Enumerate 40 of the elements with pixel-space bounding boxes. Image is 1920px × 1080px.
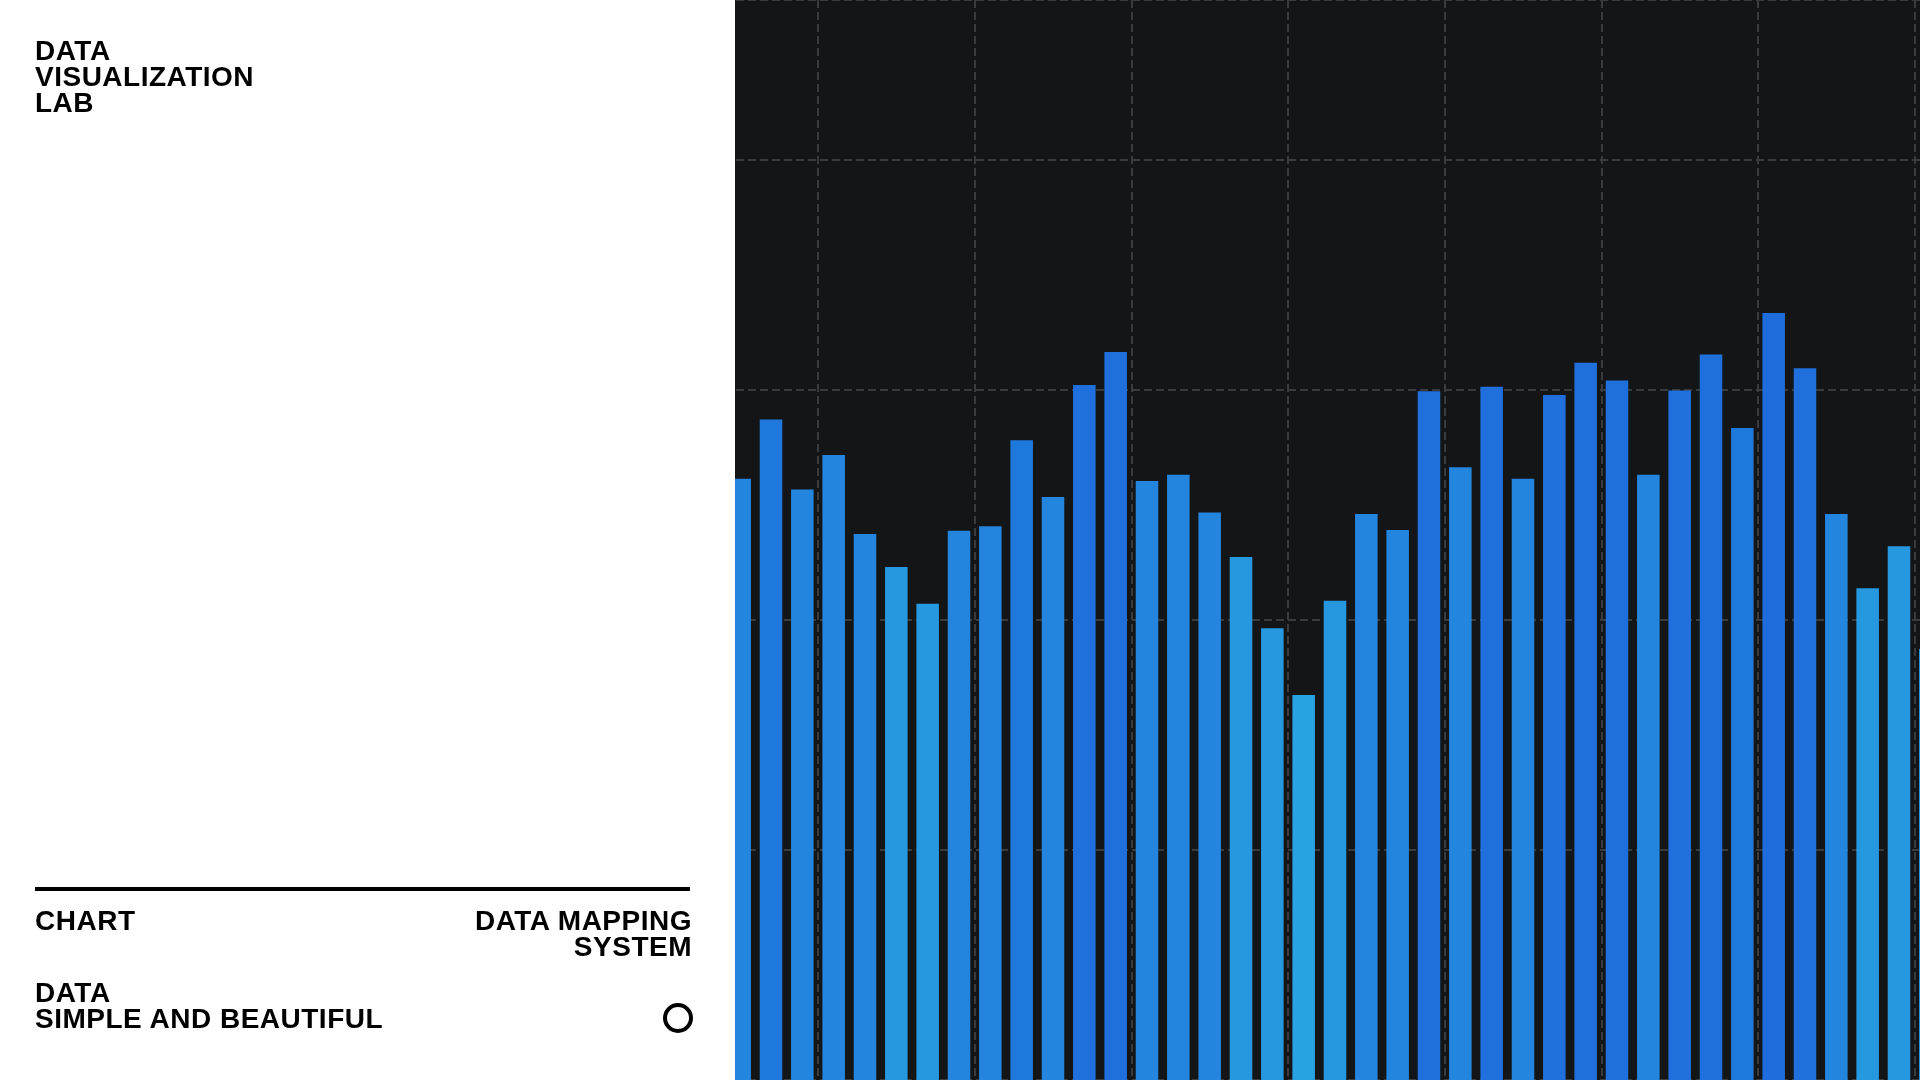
bar [1511,478,1535,1080]
bar [1261,628,1284,1080]
bar [853,533,877,1080]
bar [1856,588,1879,1080]
bar [822,454,845,1080]
bar [1605,380,1629,1080]
bar [1668,390,1691,1080]
bar [1386,530,1409,1080]
bar [1417,391,1441,1080]
bar [1762,313,1785,1080]
bar [1010,440,1033,1080]
bar [1355,513,1378,1080]
bar [1198,512,1221,1080]
bar [1292,694,1315,1080]
bar [1449,467,1472,1080]
bar [1135,480,1159,1080]
bar [1825,513,1848,1080]
text: DATA VISUALIZATION LAB [35,35,256,118]
bar [1793,368,1817,1080]
bar [1543,395,1566,1080]
bar [947,530,971,1080]
bar [1480,386,1503,1080]
text: CHART [35,905,136,936]
bar [1229,556,1253,1080]
bar [1731,428,1754,1080]
bar [885,566,908,1080]
bar [979,526,1002,1080]
bar [1167,474,1190,1080]
text: DATA MAPPING SYSTEM [473,905,692,962]
bar [1323,600,1347,1080]
bar [759,419,783,1080]
bar [916,603,939,1080]
bar [1637,474,1660,1080]
bar [1041,497,1065,1080]
bar [1073,385,1096,1080]
bar [1104,352,1127,1080]
bar [1887,546,1911,1080]
bar [791,489,814,1080]
bar [1574,362,1597,1080]
bar [1699,354,1723,1080]
